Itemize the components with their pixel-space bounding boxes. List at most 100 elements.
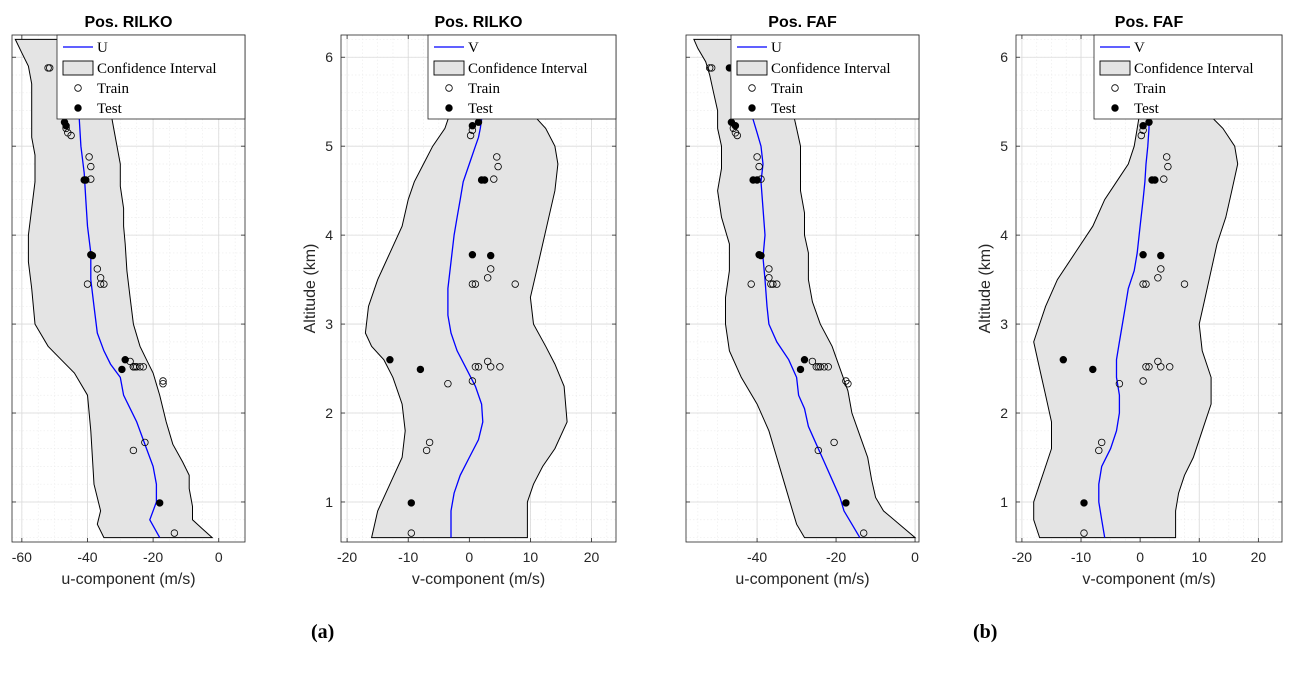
train-point (814, 446, 822, 455)
train-point (493, 153, 501, 161)
test-point (416, 365, 425, 374)
train-point (96, 280, 105, 288)
chart-panel-2: -20 -10 0 10 20 1 2 3 4 5 6 Pos. RILKO v-component (… (302, 14, 617, 588)
legend-patch-swatch (433, 60, 465, 76)
legend-entry-label: V (1134, 40, 1145, 56)
test-point (487, 251, 495, 260)
test-point (1139, 250, 1147, 259)
test-point (468, 250, 477, 259)
x-tick-label: 20 (584, 549, 600, 565)
test-point (121, 356, 129, 364)
train-point (1137, 131, 1145, 140)
legend-entry-label: Test (468, 101, 494, 117)
x-tick-label: 0 (911, 549, 919, 565)
train-point (67, 131, 75, 140)
train-point (484, 274, 492, 282)
test-point (731, 121, 740, 130)
train-point (468, 377, 477, 385)
x-axis-label: v-component (m/s) (412, 571, 545, 588)
train-point (407, 529, 415, 537)
train-point (842, 377, 850, 385)
test-point (407, 499, 415, 507)
legend-entry-label: Confidence Interval (468, 61, 588, 77)
train-point (733, 131, 741, 140)
legend-box (1093, 34, 1283, 120)
train-point (96, 274, 105, 282)
subfigure-label-a: (a) (311, 621, 335, 643)
legend-entry-label: Test (97, 101, 123, 117)
train-point (139, 363, 147, 371)
legend-entry-label: Confidence Interval (1134, 61, 1254, 77)
y-tick-label: 5 (1000, 138, 1008, 154)
test-point (753, 176, 761, 184)
legend-patch-swatch (62, 60, 94, 76)
train-point (1142, 280, 1150, 288)
train-point (93, 265, 101, 273)
train-point (1145, 363, 1153, 371)
train-point (129, 446, 138, 455)
subfigure-label-b: (b) (973, 621, 998, 643)
train-point (1154, 274, 1162, 282)
train-point (808, 357, 817, 366)
train-point (747, 280, 755, 288)
train-point (425, 438, 434, 447)
legend-train-swatch (748, 84, 756, 92)
train-point (490, 175, 498, 183)
y-tick-label: 4 (325, 227, 333, 243)
y-tick-label: 3 (325, 316, 333, 332)
train-point (444, 380, 452, 388)
x-tick-label: -20 (143, 549, 163, 565)
test-point (796, 365, 805, 374)
test-point (88, 251, 97, 260)
legend-test-swatch (445, 104, 453, 112)
train-point (765, 274, 773, 282)
legend: U Confidence Interval Train Test (730, 34, 920, 120)
x-tick-label: 10 (1191, 549, 1207, 565)
train-point (471, 363, 480, 371)
train-point (100, 280, 108, 288)
train-point (487, 363, 495, 371)
y-tick-label: 5 (325, 138, 333, 154)
x-axis-label: u-component (m/s) (61, 571, 195, 588)
x-tick-label: -60 (12, 549, 32, 565)
test-point (1080, 499, 1088, 507)
legend-entry-label: Train (771, 81, 803, 97)
train-point (1139, 377, 1147, 385)
train-point (487, 265, 495, 273)
test-point (842, 499, 850, 507)
train-point (136, 363, 144, 371)
test-point (757, 251, 765, 260)
legend: U Confidence Interval Train Test (56, 34, 246, 120)
y-tick-label: 2 (325, 405, 333, 421)
test-point (155, 499, 164, 507)
train-point (466, 131, 475, 140)
x-tick-label: -40 (77, 549, 97, 565)
y-tick-label: 3 (1000, 316, 1008, 332)
train-point (765, 265, 773, 273)
legend-entry-label: U (97, 40, 108, 56)
legend-patch-swatch (1099, 60, 1131, 76)
train-point (812, 363, 820, 371)
x-tick-label: -10 (398, 549, 418, 565)
chart-title: Pos. FAF (1115, 14, 1184, 31)
legend-train-swatch (74, 84, 82, 92)
x-tick-label: -40 (747, 549, 767, 565)
test-point (474, 118, 483, 126)
test-point (386, 356, 394, 364)
x-tick-label: 20 (1251, 549, 1267, 565)
train-point (1157, 363, 1165, 371)
legend-test-swatch (748, 104, 756, 112)
train-point (844, 380, 852, 388)
train-point (141, 438, 149, 447)
train-point (860, 529, 868, 537)
chart-title: Pos. RILKO (84, 14, 172, 31)
legend-box (56, 34, 246, 120)
train-point (87, 162, 95, 171)
test-point (1089, 365, 1097, 374)
x-axis-label: v-component (m/s) (1082, 571, 1215, 588)
legend-box (427, 34, 617, 120)
x-tick-label: -20 (337, 549, 357, 565)
train-point (1097, 438, 1106, 447)
train-point (816, 363, 824, 371)
